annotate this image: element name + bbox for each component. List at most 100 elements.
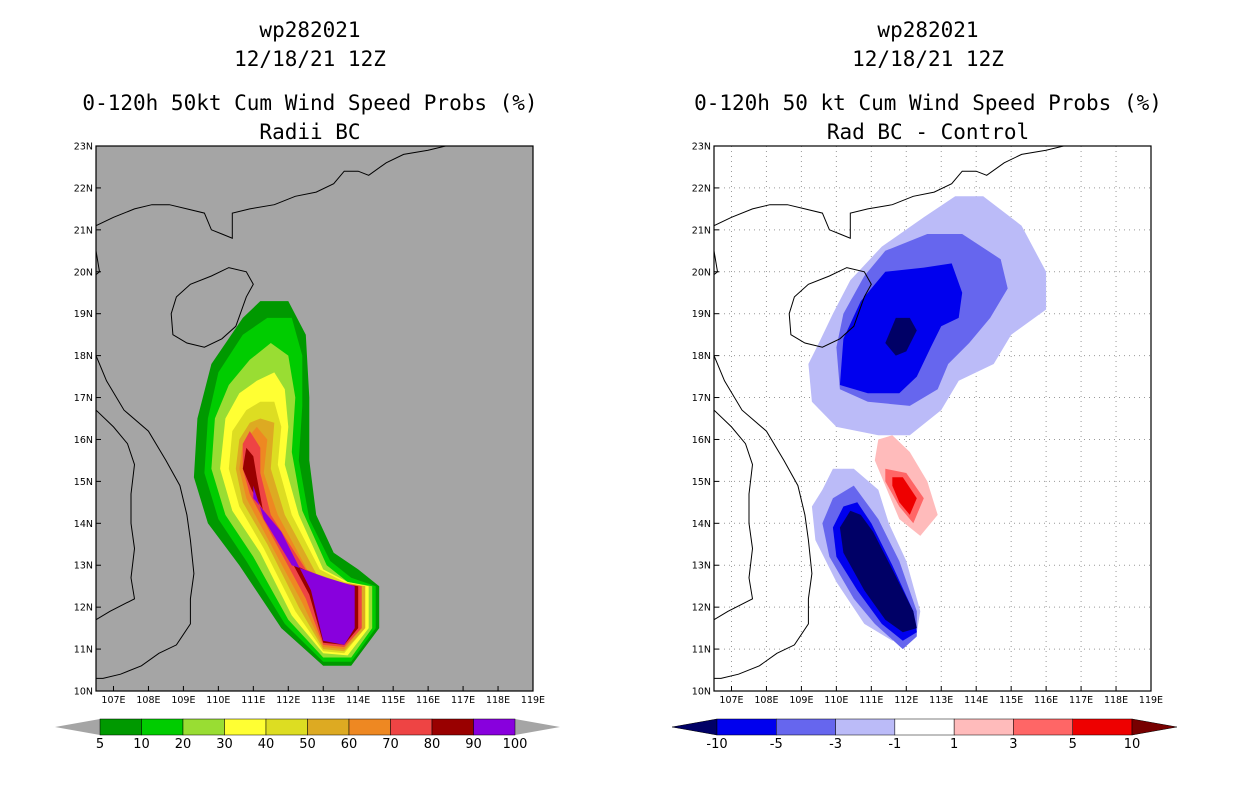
y-tick-label: 20N	[692, 267, 711, 278]
x-tick-label: 118E	[486, 695, 510, 706]
colorbar-label: 1	[950, 737, 959, 752]
right-title-product: 0-120h 50 kt Cum Wind Speed Probs (%)	[694, 91, 1162, 115]
colorbar-swatch	[953, 718, 1014, 736]
colorbar-label: 10	[133, 737, 150, 752]
coastline-hainan	[170, 267, 254, 348]
y-tick-label: 23N	[692, 142, 711, 153]
colorbar-label: 20	[174, 737, 192, 752]
x-tick-label: 113E	[929, 695, 953, 706]
colorbar-swatch	[224, 718, 267, 736]
contour-level-90	[253, 485, 355, 645]
colorbar-label: 10	[1123, 737, 1141, 752]
colorbar-low-arrow	[672, 718, 718, 736]
y-tick-label: 17N	[692, 393, 711, 404]
colorbar-swatch	[716, 718, 777, 736]
coastline-vietnam	[714, 250, 813, 679]
y-tick-label: 12N	[692, 603, 711, 614]
y-tick-label: 19N	[692, 309, 711, 320]
coastline-china	[96, 146, 446, 239]
x-tick-label: 119E	[1139, 695, 1163, 706]
left-title-subtitle: Radii BC	[259, 120, 361, 144]
x-tick-label: 108E	[136, 695, 160, 706]
left-title-storm: wp282021	[259, 18, 361, 42]
y-tick-label: 21N	[74, 225, 93, 236]
border-laos-vietnam	[96, 409, 136, 621]
colorbar-swatch	[265, 718, 308, 736]
y-tick-label: 15N	[74, 477, 93, 488]
x-tick-label: 111E	[241, 695, 265, 706]
colorbar-swatch	[776, 718, 836, 736]
colorbar-swatch	[99, 718, 142, 736]
y-tick-label: 12N	[74, 603, 93, 614]
y-tick-label: 14N	[74, 519, 93, 530]
x-tick-label: 117E	[1069, 695, 1093, 706]
right-title-time: 12/18/21 12Z	[852, 47, 1004, 71]
y-tick-label: 21N	[692, 225, 711, 236]
colorbar-label: 80	[423, 737, 441, 752]
y-tick-label: 16N	[692, 435, 711, 446]
colorbar-label: 40	[257, 737, 275, 752]
colorbar-label: -10	[706, 737, 728, 752]
x-tick-label: 108E	[754, 695, 778, 706]
colorbar-label: 5	[1068, 737, 1077, 752]
x-tick-label: 109E	[789, 695, 813, 706]
colorbar-low-arrow	[55, 719, 100, 735]
x-tick-label: 116E	[416, 695, 440, 706]
x-tick-label: 113E	[311, 695, 335, 706]
y-tick-label: 15N	[692, 477, 711, 488]
right-colorbar	[672, 718, 1177, 736]
colorbar-swatch	[182, 718, 225, 736]
y-tick-label: 17N	[74, 393, 93, 404]
y-tick-label: 10N	[74, 687, 93, 698]
x-tick-label: 112E	[894, 695, 918, 706]
colorbar-swatch	[348, 718, 391, 736]
colorbar-swatch	[835, 718, 896, 736]
border-laos-vietnam	[714, 409, 754, 621]
colorbar-label: 100	[502, 737, 528, 752]
colorbar-swatch	[307, 718, 350, 736]
y-tick-label: 18N	[692, 351, 711, 362]
x-tick-label: 115E	[381, 695, 405, 706]
colorbar-swatch	[141, 718, 184, 736]
coastline-hainan	[788, 267, 872, 348]
x-tick-label: 107E	[101, 695, 125, 706]
colorbar-swatch	[1013, 718, 1073, 736]
colorbar-label: -3	[829, 737, 843, 752]
left-title-time: 12/18/21 12Z	[234, 47, 386, 71]
right-title-subtitle: Rad BC - Control	[826, 120, 1030, 144]
y-tick-label: 23N	[74, 142, 93, 153]
right-difference-map: 107E 108E 109E 110E 111E 112E 113E 114E 115E 116E…	[692, 142, 1163, 707]
y-tick-label: 11N	[692, 645, 711, 656]
colorbar-high-arrow	[515, 719, 560, 735]
colorbar-swatch	[390, 718, 433, 736]
y-tick-label: 11N	[74, 645, 93, 656]
y-tick-label: 22N	[692, 183, 711, 194]
x-tick-label: 112E	[276, 695, 300, 706]
y-tick-label: 19N	[74, 309, 93, 320]
colorbar-label: 90	[465, 737, 482, 752]
colorbar-swatch	[431, 718, 474, 736]
x-tick-label: 117E	[451, 695, 475, 706]
coastline-vietnam	[96, 250, 195, 679]
x-tick-label: 116E	[1034, 695, 1058, 706]
y-tick-label: 13N	[74, 561, 93, 572]
colorbar-label: 60	[340, 737, 358, 752]
contour-level-neg10	[885, 317, 917, 356]
colorbar-swatch	[473, 718, 516, 736]
x-tick-label: 110E	[206, 695, 230, 706]
y-tick-label: 16N	[74, 435, 93, 446]
x-tick-label: 107E	[719, 695, 743, 706]
coastline-china	[714, 146, 1064, 239]
x-tick-label: 119E	[521, 695, 545, 706]
x-tick-label: 111E	[859, 695, 883, 706]
y-tick-label: 13N	[692, 561, 711, 572]
colorbar-swatch	[894, 718, 955, 736]
colorbar-label: 30	[216, 737, 233, 752]
colorbar-label: 50	[299, 737, 316, 752]
x-tick-label: 115E	[999, 695, 1023, 706]
left-colorbar	[55, 718, 560, 736]
colorbar-label: -1	[888, 737, 902, 752]
contour-level-5	[892, 477, 917, 515]
contour-level-neg10	[839, 510, 917, 633]
colorbar-label: 5	[95, 737, 105, 752]
